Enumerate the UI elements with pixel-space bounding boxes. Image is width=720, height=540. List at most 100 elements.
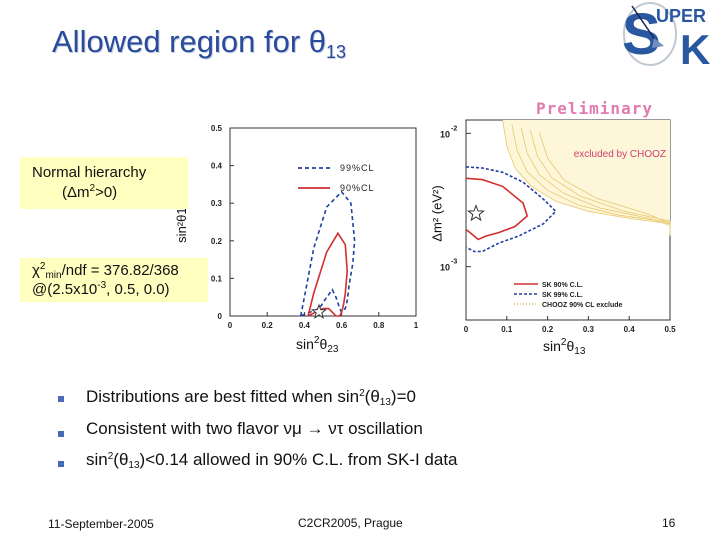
bullet3-end: )<0.14 allowed in 90% C.L. from SK-I dat… — [139, 450, 458, 469]
x-tick-label: 0.1 — [501, 325, 513, 332]
bullet1-theta: (θ — [364, 387, 380, 406]
bullet3-sub: 13 — [128, 460, 140, 471]
left-x-label-sup: 2 — [313, 335, 320, 346]
x-tick-label: 0.4 — [624, 325, 636, 332]
logo-k-letter: K — [680, 26, 710, 70]
chi-sup: 2 — [39, 261, 46, 272]
chi-symbol: χ — [32, 262, 40, 279]
slide-title-sub: 13 — [326, 42, 347, 62]
point-pre: @(2.5x10 — [32, 281, 98, 298]
left-plot-frame — [229, 127, 417, 317]
y-tick-exponent: -2 — [451, 125, 457, 132]
legend-label: SK 99% C.L. — [542, 292, 583, 299]
fit-result-box — [20, 258, 208, 302]
y-tick-label: 10 — [440, 263, 450, 273]
x-tick-label: 0 — [228, 321, 233, 330]
x-tick-label: 0 — [464, 325, 469, 332]
y-tick-label: 0.4 — [211, 162, 223, 171]
chi-sub: min — [45, 270, 62, 281]
bullet3-theta: (θ — [113, 450, 129, 469]
x-tick-label: 0.5 — [664, 325, 676, 332]
right-x-label-theta: θ — [566, 338, 575, 354]
contour-90pctCL — [307, 231, 349, 317]
logo-uper-text: UPER — [656, 6, 706, 26]
x-tick-label: 0.8 — [373, 321, 385, 330]
left-x-label-pre: sin — [296, 336, 314, 352]
left-x-label-sub: 23 — [327, 344, 339, 355]
bullet3-sup: 2 — [107, 451, 114, 462]
chooz-boundary-line — [511, 124, 671, 228]
left-plot-curves — [299, 190, 356, 319]
x-tick-label: 0.4 — [299, 321, 311, 330]
chooz-boundary-line — [520, 127, 671, 231]
x-tick-label: 1 — [414, 321, 419, 330]
right-contour-plot: 0 0.1 0.2 0.3 0.4 0.510-210-3 excluded by CHO… — [440, 119, 676, 332]
left-x-axis-label: sin2θ23 — [296, 335, 338, 355]
bullet1-end: )=0 — [390, 387, 416, 406]
hierarchy-title: Normal hierarchy — [32, 164, 147, 181]
chi-value: /ndf = 376.82/368 — [61, 262, 179, 279]
left-plot-legend: 99%CL 90%CL — [298, 163, 375, 193]
y-tick-label: 0.3 — [211, 199, 223, 208]
right-plot-curves: excluded by CHOOZ — [465, 149, 666, 253]
footer-conference: C2CR2005, Prague — [298, 516, 403, 530]
best-fit-point-line: @(2.5x10-3, 0.5, 0.0) — [32, 280, 170, 298]
bullet1-sup: 2 — [359, 388, 365, 399]
left-contour-plot: 0 0.2 0.4 0.6 0.8 1 0 0.1 0.2 0.3 0.4 0.5 99%CL 90%C… — [211, 124, 419, 330]
slide-title: Allowed region for θ13 — [52, 24, 346, 63]
logo-track-line — [631, 5, 659, 45]
chooz-boundary-line — [502, 120, 671, 225]
chooz-annotation: excluded by CHOOZ — [574, 149, 666, 160]
legend-label: CHOOZ 90% CL exclude — [542, 302, 623, 309]
bullet-marker — [58, 431, 64, 437]
page-number: 16 — [662, 516, 676, 530]
point-sup: -3 — [97, 280, 107, 291]
right-y-label-text: Δm² (eV²) — [429, 185, 445, 242]
right-x-axis-label: sin2θ13 — [543, 337, 585, 357]
right-y-axis-label: Δm² (eV²) — [430, 185, 445, 241]
contour-SK90CL — [465, 177, 529, 241]
y-tick-label: 0.1 — [211, 274, 223, 283]
right-plot-ticks: 0 0.1 0.2 0.3 0.4 0.510-210-3 — [440, 125, 676, 332]
hierarchy-condition: (Δm2>0) — [62, 183, 117, 201]
chooz-hatch-lines — [502, 120, 671, 236]
bullet1-pre: Distributions are best fitted when sin — [86, 387, 360, 406]
left-plot-ticks: 0 0.2 0.4 0.6 0.8 1 0 0.1 0.2 0.3 0.4 0.5 — [211, 124, 419, 330]
left-x-label-theta: θ — [319, 336, 328, 352]
logo-arrow-icon — [652, 38, 664, 48]
footer-date: 11-September-2005 — [48, 517, 154, 531]
right-x-label-sub: 13 — [574, 346, 586, 357]
contour-SK99CL — [465, 166, 557, 253]
right-x-label-pre: sin — [543, 338, 561, 354]
slide-title-main: Allowed region for θ — [52, 24, 326, 59]
bullet-marker — [58, 461, 64, 467]
legend-label: SK 90% C.L. — [542, 282, 583, 289]
x-tick-label: 0.2 — [542, 325, 554, 332]
y-tick-label: 0.2 — [211, 237, 223, 246]
legend-label: 90%CL — [340, 183, 375, 193]
y-tick-label: 0.5 — [211, 124, 223, 133]
chi2-line: χ2min/ndf = 376.82/368 — [32, 261, 179, 281]
x-tick-label: 0.6 — [336, 321, 348, 330]
bullet-sk-limit: sin2(θ13)<0.14 allowed in 90% C.L. from … — [86, 450, 458, 471]
x-tick-label: 0.3 — [583, 325, 595, 332]
bullet-two-flavor: Consistent with two flavor νμ → ντ oscil… — [86, 419, 423, 438]
y-tick-label: 10 — [440, 129, 450, 139]
bullet-marker — [58, 396, 64, 402]
right-plot-legend: SK 90% C.L. SK 99% C.L. CHOOZ 90% CL exclu… — [514, 282, 623, 309]
y-tick-label: 0 — [218, 312, 223, 321]
hierarchy-cond-post: >0) — [95, 184, 118, 201]
hierarchy-cond-sup: 2 — [89, 183, 96, 194]
contour-99pctCL — [299, 190, 356, 317]
x-tick-label: 0.2 — [262, 321, 274, 330]
hierarchy-cond-pre: (Δm — [62, 184, 90, 201]
bullet-best-fit: Distributions are best fitted when sin2(… — [86, 387, 416, 408]
point-post: , 0.5, 0.0) — [106, 281, 170, 298]
logo-s-letter: S — [622, 2, 661, 67]
bullet3-pre: sin — [86, 450, 108, 469]
chooz-boundary-line — [539, 132, 671, 236]
hierarchy-box — [20, 157, 188, 209]
logo-orbit — [623, 2, 677, 66]
bullet1-sub: 13 — [379, 397, 391, 408]
preliminary-label: Preliminary — [536, 99, 653, 118]
